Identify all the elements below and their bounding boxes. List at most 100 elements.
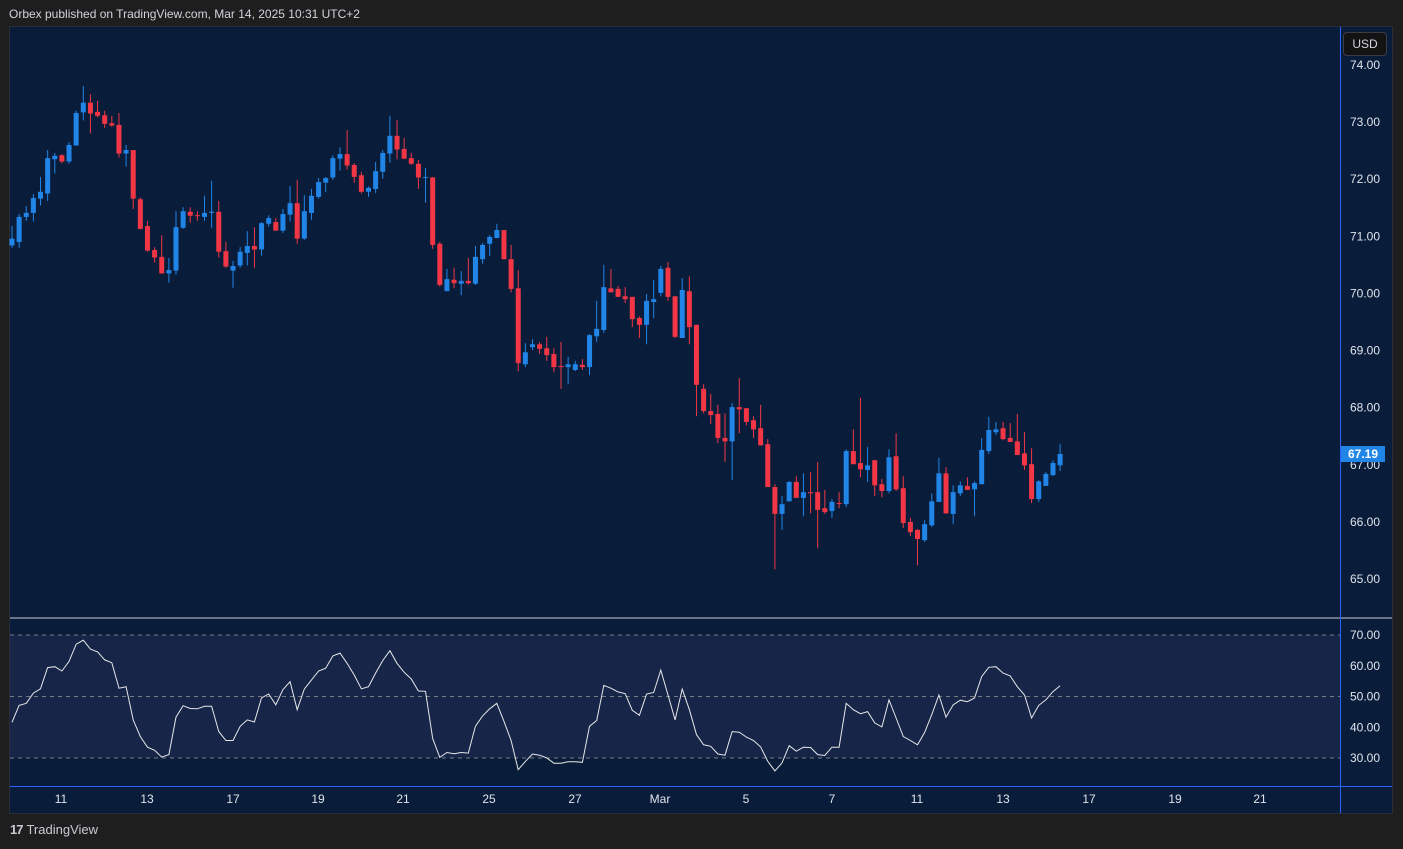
- candle-body: [658, 268, 664, 293]
- candle-body: [701, 388, 707, 412]
- candle-body: [159, 256, 165, 274]
- candle-body: [251, 246, 257, 250]
- price-tick-label: 73.00: [1350, 115, 1380, 129]
- candle-body: [587, 335, 593, 368]
- time-tick-label: 17: [1082, 792, 1096, 806]
- candles: [9, 86, 1063, 570]
- candle-body: [301, 211, 307, 239]
- candle-body: [758, 428, 764, 446]
- candle-body: [943, 473, 949, 514]
- candle-body: [986, 429, 992, 452]
- candle-body: [130, 150, 136, 199]
- time-tick-label: 7: [829, 792, 836, 806]
- candle-body: [16, 216, 22, 243]
- candle-body: [751, 420, 757, 430]
- candle-body: [337, 154, 343, 159]
- currency-button[interactable]: USD: [1343, 32, 1387, 56]
- candle-body: [38, 191, 44, 199]
- candle-body: [537, 344, 543, 349]
- candle-body: [137, 199, 143, 229]
- publish-info: Orbex published on TradingView.com, Mar …: [9, 7, 360, 21]
- tradingview-logo-text: TradingView: [26, 822, 99, 837]
- candle-body: [1014, 441, 1020, 456]
- price-tick-label: 74.00: [1350, 58, 1380, 72]
- candle-body: [594, 328, 600, 337]
- candle-body: [73, 112, 79, 146]
- candle-body: [686, 291, 692, 328]
- candle-body: [722, 437, 728, 442]
- candle-body: [180, 211, 186, 228]
- candle-body: [508, 259, 514, 289]
- time-tick-label: 13: [996, 792, 1010, 806]
- candle-body: [850, 451, 856, 465]
- candle-body: [636, 317, 642, 325]
- candle-body: [1000, 428, 1006, 440]
- candle-body: [972, 483, 978, 490]
- candle-body: [216, 211, 222, 252]
- time-tick-label: 21: [1253, 792, 1267, 806]
- candle-body: [693, 324, 699, 385]
- candle-body: [708, 411, 714, 416]
- candle-body: [843, 451, 849, 505]
- time-tick-label: 27: [568, 792, 582, 806]
- candle-body: [273, 222, 279, 231]
- candle-body: [644, 300, 650, 325]
- candle-body: [979, 449, 985, 485]
- candle-body: [59, 155, 65, 162]
- candle-body: [123, 150, 129, 154]
- candle-body: [879, 484, 885, 492]
- candle-body: [515, 288, 521, 364]
- candle-body: [287, 203, 293, 215]
- candle-body: [608, 288, 614, 293]
- candle-body: [779, 504, 785, 514]
- candle-body: [800, 492, 806, 498]
- candle-body: [929, 501, 935, 526]
- candle-body: [109, 123, 115, 126]
- candle-body: [907, 521, 913, 533]
- tradingview-branding[interactable]: 17 TradingView: [10, 822, 98, 837]
- candle-body: [401, 148, 407, 159]
- candle-body: [957, 485, 963, 494]
- candle-body: [836, 503, 842, 505]
- candle-body: [202, 212, 208, 217]
- candle-body: [743, 408, 749, 422]
- candle-body: [209, 211, 215, 213]
- time-tick-label: 11: [55, 792, 68, 806]
- time-tick-label: 25: [482, 792, 496, 806]
- candle-body: [679, 290, 685, 338]
- candle-body: [80, 102, 86, 113]
- candle-body: [230, 266, 236, 271]
- candle-body: [144, 226, 150, 251]
- candle-body: [294, 203, 300, 239]
- candle-body: [380, 152, 386, 172]
- candle-body: [551, 353, 557, 368]
- price-tick-label: 70.00: [1350, 286, 1380, 300]
- candle-body: [886, 457, 892, 492]
- candle-body: [672, 296, 678, 337]
- current-price-tag: 67.19: [1341, 446, 1385, 462]
- time-tick-label: 17: [226, 792, 240, 806]
- candle-body: [358, 175, 364, 192]
- candle-body: [166, 270, 172, 274]
- time-tick-label: 21: [396, 792, 410, 806]
- time-tick-label: 19: [311, 792, 325, 806]
- rsi-tick-label: 50.00: [1350, 690, 1380, 704]
- candle-body: [522, 352, 528, 365]
- rsi-tick-label: 30.00: [1350, 751, 1380, 765]
- candle-body: [23, 212, 29, 217]
- candle-body: [936, 473, 942, 502]
- candle-body: [415, 163, 421, 178]
- candle-body: [330, 158, 336, 178]
- rsi-tick-label: 40.00: [1350, 720, 1380, 734]
- candle-body: [1057, 453, 1063, 466]
- candle-body: [793, 481, 799, 498]
- candle-body: [865, 465, 871, 470]
- time-tick-label: 11: [911, 792, 924, 806]
- candle-body: [423, 176, 429, 178]
- candle-body: [387, 135, 393, 154]
- candle-body: [529, 344, 535, 348]
- candle-body: [765, 444, 771, 488]
- price-tick-label: 66.00: [1350, 515, 1380, 529]
- candle-body: [152, 250, 158, 258]
